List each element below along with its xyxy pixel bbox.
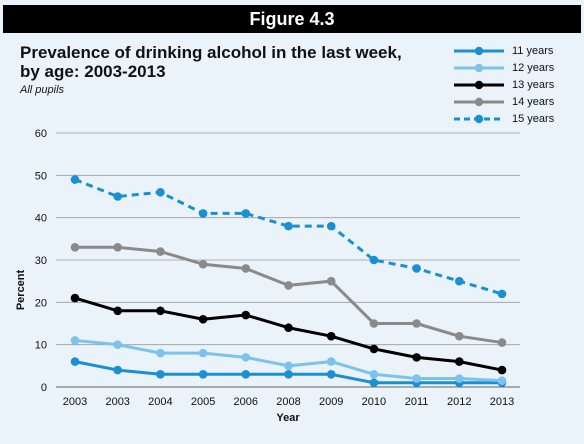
data-point-12-years xyxy=(70,336,80,345)
data-point-15-years xyxy=(198,209,208,218)
data-point-12-years xyxy=(326,357,336,366)
legend-label: 14 years xyxy=(512,95,555,108)
data-point-11-years xyxy=(198,370,208,379)
data-point-13-years xyxy=(326,331,336,341)
data-point-13-years xyxy=(198,314,208,324)
series-line-15-years xyxy=(74,178,503,296)
series-line-13-years xyxy=(74,296,503,372)
x-tick-label: 2003 xyxy=(63,396,87,408)
data-point-14-years xyxy=(369,319,379,328)
x-axis-title: Year xyxy=(276,412,300,424)
legend-item-13-years: 13 years xyxy=(452,76,554,93)
data-point-11-years xyxy=(113,365,122,375)
y-tick-label: 10 xyxy=(35,340,47,352)
data-point-15-years xyxy=(241,209,251,218)
y-tick-label: 60 xyxy=(35,128,47,140)
legend-label: 12 years xyxy=(512,61,555,74)
data-point-12-years xyxy=(455,374,464,383)
data-point-15-years xyxy=(497,289,507,299)
data-point-14-years xyxy=(455,331,464,341)
legend-swatch xyxy=(454,63,504,72)
data-point-14-years xyxy=(198,259,208,269)
data-point-13-years xyxy=(455,357,464,366)
x-tick-label: 2008 xyxy=(276,396,300,408)
data-point-12-years xyxy=(156,348,165,358)
x-tick-label: 2009 xyxy=(319,396,343,408)
y-tick-label: 20 xyxy=(35,297,47,309)
data-point-13-years xyxy=(70,293,80,303)
x-tick-label: 2003 xyxy=(105,396,129,408)
data-point-12-years xyxy=(241,353,251,362)
data-point-12-years xyxy=(113,340,122,349)
legend-item-11-years: 11 years xyxy=(452,42,554,59)
data-point-14-years xyxy=(70,243,80,252)
data-point-12-years xyxy=(198,348,208,358)
chart-title-line-1: Prevalence of drinking alcohol in the la… xyxy=(20,43,402,62)
chart-legend: 11 years 12 years 13 years 14 years 15 years xyxy=(452,42,554,127)
data-point-14-years xyxy=(241,264,251,273)
data-point-14-years xyxy=(284,281,293,290)
legend-label: 13 years xyxy=(512,78,555,91)
data-point-14-years xyxy=(326,276,336,286)
chart-subtitle: All pupils xyxy=(20,84,65,96)
data-point-14-years xyxy=(412,319,421,328)
y-axis-title: Percent xyxy=(15,269,27,310)
y-tick-label: 0 xyxy=(41,382,47,394)
figure-header-bar: Figure 4.3 xyxy=(3,5,581,33)
data-point-13-years xyxy=(113,306,122,316)
x-tick-label: 2012 xyxy=(447,396,471,408)
data-point-11-years xyxy=(326,370,336,379)
x-tick-label: 2004 xyxy=(148,396,172,408)
data-point-15-years xyxy=(455,276,464,286)
data-point-12-years xyxy=(369,370,379,379)
x-tick-label: 2011 xyxy=(405,396,429,408)
data-point-11-years xyxy=(241,370,251,379)
data-point-13-years xyxy=(369,344,379,354)
x-tick-label: 2005 xyxy=(191,396,215,408)
y-tick-label: 50 xyxy=(35,170,47,182)
legend-swatch xyxy=(454,97,504,106)
data-point-13-years xyxy=(156,306,165,316)
data-point-15-years xyxy=(412,264,421,273)
legend-label: 11 years xyxy=(512,44,554,57)
data-point-15-years xyxy=(156,187,165,197)
data-point-11-years xyxy=(156,370,165,379)
y-tick-label: 30 xyxy=(35,255,47,267)
legend-swatch xyxy=(454,80,504,89)
data-point-14-years xyxy=(497,338,507,347)
data-point-13-years xyxy=(284,323,293,333)
data-point-12-years xyxy=(497,376,507,385)
data-point-11-years xyxy=(284,370,293,379)
data-point-11-years xyxy=(369,378,379,388)
data-point-13-years xyxy=(412,353,421,362)
legend-label: 15 years xyxy=(512,112,555,125)
data-point-15-years xyxy=(113,192,122,201)
data-point-12-years xyxy=(284,361,293,371)
figure-label: Figure 4.3 xyxy=(249,8,335,29)
chart-title-line-2: by age: 2003-2013 xyxy=(20,62,166,81)
data-point-15-years xyxy=(369,255,379,265)
data-point-15-years xyxy=(284,221,293,231)
data-point-14-years xyxy=(156,247,165,256)
data-point-12-years xyxy=(412,374,421,383)
data-point-13-years xyxy=(241,310,251,320)
legend-item-12-years: 12 years xyxy=(452,59,554,76)
legend-item-14-years: 14 years xyxy=(452,93,554,110)
legend-swatch xyxy=(454,46,504,55)
y-tick-label: 40 xyxy=(35,213,47,225)
legend-swatch xyxy=(454,114,504,123)
data-point-15-years xyxy=(70,175,80,184)
legend-item-15-years: 15 years xyxy=(452,110,554,127)
x-tick-label: 2006 xyxy=(234,396,258,408)
x-tick-label: 2013 xyxy=(490,396,514,408)
data-point-15-years xyxy=(326,221,336,231)
x-tick-label: 2010 xyxy=(362,396,386,408)
data-point-13-years xyxy=(497,365,507,375)
data-point-11-years xyxy=(70,357,80,366)
data-point-14-years xyxy=(113,243,122,252)
chart-title: Prevalence of drinking alcohol in the la… xyxy=(20,43,440,81)
